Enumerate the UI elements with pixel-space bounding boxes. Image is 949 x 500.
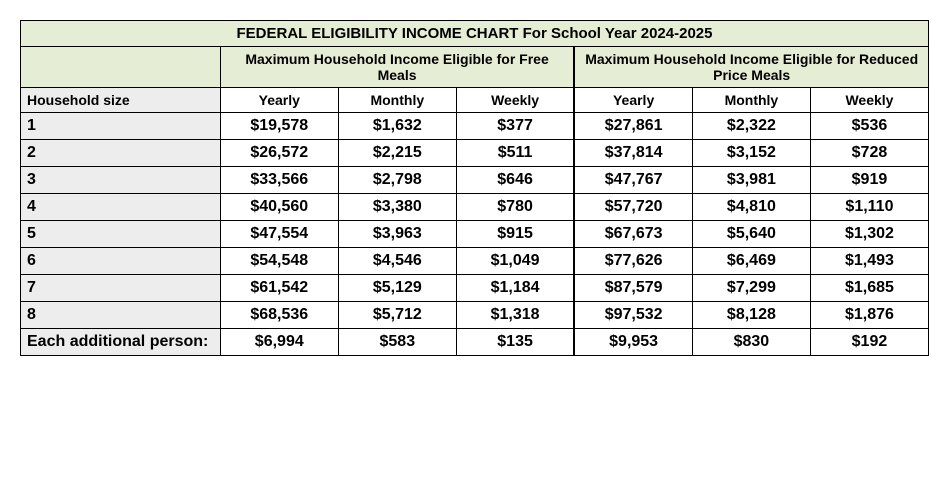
reduced-monthly-cell: $830: [692, 329, 810, 356]
reduced-monthly-cell: $4,810: [692, 194, 810, 221]
free-weekly-cell: $780: [456, 194, 574, 221]
household-size-cell: Each additional person:: [21, 329, 221, 356]
table-row: 4$40,560$3,380$780$57,720$4,810$1,110: [21, 194, 929, 221]
free-yearly-cell: $61,542: [220, 275, 338, 302]
reduced-monthly-cell: $3,981: [692, 167, 810, 194]
reduced-yearly-cell: $67,673: [574, 221, 692, 248]
table-row: 3$33,566$2,798$646$47,767$3,981$919: [21, 167, 929, 194]
free-monthly-header: Monthly: [338, 88, 456, 113]
free-yearly-cell: $68,536: [220, 302, 338, 329]
free-yearly-cell: $19,578: [220, 113, 338, 140]
blank-header-cell: [21, 47, 221, 88]
reduced-yearly-cell: $57,720: [574, 194, 692, 221]
reduced-weekly-header: Weekly: [810, 88, 928, 113]
group-header-row: Maximum Household Income Eligible for Fr…: [21, 47, 929, 88]
table-row: 6$54,548$4,546$1,049$77,626$6,469$1,493: [21, 248, 929, 275]
table-row: 1$19,578$1,632$377$27,861$2,322$536: [21, 113, 929, 140]
reduced-weekly-cell: $1,110: [810, 194, 928, 221]
table-title: FEDERAL ELIGIBILITY INCOME CHART For Sch…: [21, 21, 929, 47]
free-weekly-cell: $377: [456, 113, 574, 140]
reduced-weekly-cell: $1,685: [810, 275, 928, 302]
reduced-yearly-cell: $47,767: [574, 167, 692, 194]
reduced-weekly-cell: $536: [810, 113, 928, 140]
free-monthly-cell: $4,546: [338, 248, 456, 275]
free-monthly-cell: $2,215: [338, 140, 456, 167]
household-size-header: Household size: [21, 88, 221, 113]
free-yearly-cell: $40,560: [220, 194, 338, 221]
reduced-yearly-cell: $27,861: [574, 113, 692, 140]
reduced-yearly-cell: $87,579: [574, 275, 692, 302]
household-size-cell: 2: [21, 140, 221, 167]
free-weekly-cell: $511: [456, 140, 574, 167]
free-weekly-cell: $1,184: [456, 275, 574, 302]
free-monthly-cell: $3,380: [338, 194, 456, 221]
table-row: 5$47,554$3,963$915$67,673$5,640$1,302: [21, 221, 929, 248]
free-meals-header: Maximum Household Income Eligible for Fr…: [220, 47, 574, 88]
free-monthly-cell: $2,798: [338, 167, 456, 194]
reduced-weekly-cell: $1,876: [810, 302, 928, 329]
household-size-cell: 3: [21, 167, 221, 194]
table-row: 8$68,536$5,712$1,318$97,532$8,128$1,876: [21, 302, 929, 329]
household-size-cell: 7: [21, 275, 221, 302]
free-weekly-cell: $135: [456, 329, 574, 356]
household-size-cell: 1: [21, 113, 221, 140]
eligibility-income-table: FEDERAL ELIGIBILITY INCOME CHART For Sch…: [20, 20, 929, 356]
reduced-monthly-cell: $5,640: [692, 221, 810, 248]
reduced-meals-header: Maximum Household Income Eligible for Re…: [574, 47, 928, 88]
reduced-monthly-cell: $7,299: [692, 275, 810, 302]
free-weekly-cell: $915: [456, 221, 574, 248]
reduced-yearly-cell: $37,814: [574, 140, 692, 167]
free-yearly-cell: $47,554: [220, 221, 338, 248]
household-size-cell: 8: [21, 302, 221, 329]
column-header-row: Household size Yearly Monthly Weekly Yea…: [21, 88, 929, 113]
free-monthly-cell: $5,712: [338, 302, 456, 329]
free-weekly-header: Weekly: [456, 88, 574, 113]
reduced-monthly-cell: $3,152: [692, 140, 810, 167]
reduced-weekly-cell: $919: [810, 167, 928, 194]
free-yearly-header: Yearly: [220, 88, 338, 113]
free-monthly-cell: $3,963: [338, 221, 456, 248]
reduced-yearly-cell: $77,626: [574, 248, 692, 275]
reduced-yearly-cell: $9,953: [574, 329, 692, 356]
table-row: 7$61,542$5,129$1,184$87,579$7,299$1,685: [21, 275, 929, 302]
reduced-yearly-cell: $97,532: [574, 302, 692, 329]
reduced-monthly-cell: $2,322: [692, 113, 810, 140]
table-row: Each additional person:$6,994$583$135$9,…: [21, 329, 929, 356]
free-weekly-cell: $1,049: [456, 248, 574, 275]
table-title-row: FEDERAL ELIGIBILITY INCOME CHART For Sch…: [21, 21, 929, 47]
free-monthly-cell: $1,632: [338, 113, 456, 140]
free-monthly-cell: $5,129: [338, 275, 456, 302]
reduced-monthly-cell: $8,128: [692, 302, 810, 329]
free-yearly-cell: $33,566: [220, 167, 338, 194]
household-size-cell: 6: [21, 248, 221, 275]
reduced-yearly-header: Yearly: [574, 88, 692, 113]
reduced-monthly-header: Monthly: [692, 88, 810, 113]
household-size-cell: 5: [21, 221, 221, 248]
free-weekly-cell: $1,318: [456, 302, 574, 329]
table-row: 2$26,572$2,215$511$37,814$3,152$728: [21, 140, 929, 167]
free-yearly-cell: $54,548: [220, 248, 338, 275]
reduced-weekly-cell: $1,493: [810, 248, 928, 275]
free-weekly-cell: $646: [456, 167, 574, 194]
reduced-weekly-cell: $1,302: [810, 221, 928, 248]
reduced-weekly-cell: $192: [810, 329, 928, 356]
reduced-weekly-cell: $728: [810, 140, 928, 167]
household-size-cell: 4: [21, 194, 221, 221]
free-yearly-cell: $26,572: [220, 140, 338, 167]
reduced-monthly-cell: $6,469: [692, 248, 810, 275]
free-yearly-cell: $6,994: [220, 329, 338, 356]
free-monthly-cell: $583: [338, 329, 456, 356]
